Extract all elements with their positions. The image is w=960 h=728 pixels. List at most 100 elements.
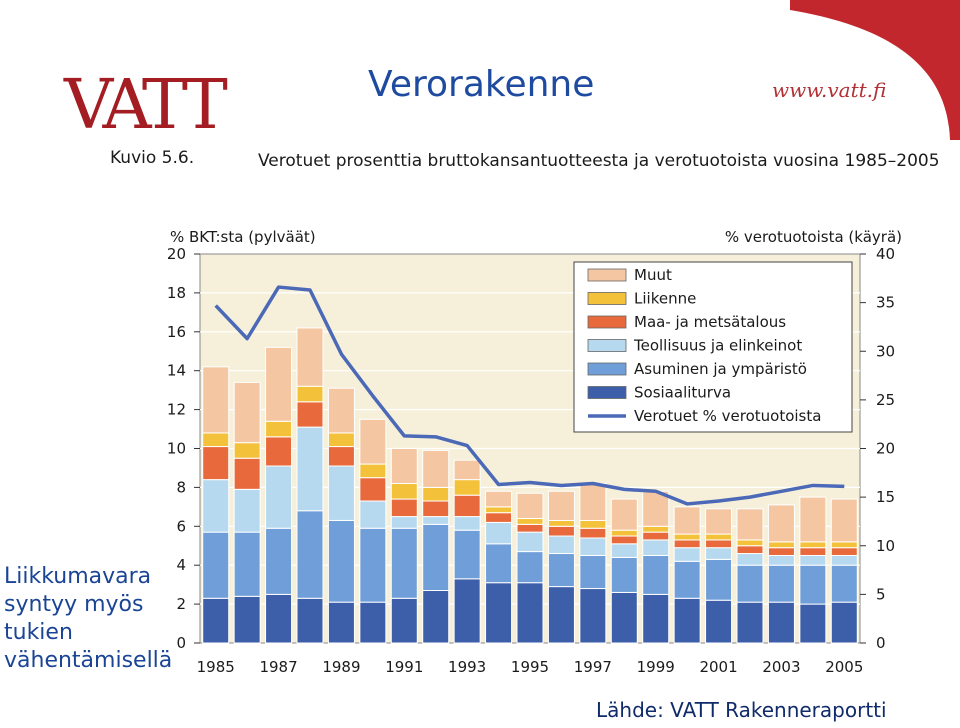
legend-swatch-muut — [587, 268, 627, 282]
bar-segment-maa-ja-mets-talous — [830, 547, 858, 556]
bar-segment-sosiaaliturva — [296, 597, 324, 644]
bar-segment-liikenne — [390, 483, 418, 500]
side-note-line: Liikkumavara — [4, 564, 152, 589]
bar-segment-liikenne — [359, 463, 387, 479]
bar-segment-asuminen-ja-ymp-rist — [610, 556, 638, 593]
x-tick-label: 1995 — [511, 658, 549, 676]
bar-segment-muut — [359, 418, 387, 465]
bar-segment-teollisuus-ja-elinkeinot — [705, 547, 733, 560]
bar-segment-sosiaaliturva — [233, 595, 261, 644]
bar-segment-sosiaaliturva — [705, 599, 733, 644]
bar-segment-teollisuus-ja-elinkeinot — [547, 535, 575, 555]
bar-segment-teollisuus-ja-elinkeinot — [673, 547, 701, 562]
y2-tick-label: 30 — [876, 342, 895, 360]
bar-segment-muut — [390, 448, 418, 485]
bar-segment-sosiaaliturva — [736, 601, 764, 644]
line-series-verotuet — [214, 285, 845, 506]
source-note: Lähde: VATT Rakenneraportti — [596, 698, 887, 722]
bar-segment-muut — [673, 506, 701, 535]
bar-segment-asuminen-ja-ymp-rist — [799, 564, 827, 605]
y-tick-label: 2 — [176, 595, 186, 613]
bar-segment-teollisuus-ja-elinkeinot — [233, 488, 261, 533]
bar-segment-maa-ja-mets-talous — [422, 500, 450, 518]
legend-label-asuminen-ja-ymp-rist: Asuminen ja ympäristö — [634, 360, 807, 378]
bar-segment-asuminen-ja-ymp-rist — [485, 543, 513, 584]
bar-segment-teollisuus-ja-elinkeinot — [422, 516, 450, 525]
bar-segment-maa-ja-mets-talous — [359, 477, 387, 502]
bar-segment-teollisuus-ja-elinkeinot — [485, 521, 513, 545]
legend-swatch-teollisuus-ja-elinkeinot — [587, 339, 627, 352]
bar-segment-liikenne — [799, 541, 827, 549]
bar-segment-liikenne — [830, 541, 858, 549]
bar-segment-liikenne — [296, 385, 324, 403]
bar-segment-liikenne — [422, 486, 450, 502]
x-tick-label: 1993 — [448, 658, 486, 676]
bar-segment-maa-ja-mets-talous — [265, 436, 293, 467]
bar-segment-teollisuus-ja-elinkeinot — [516, 531, 544, 553]
bar-segment-asuminen-ja-ymp-rist — [736, 564, 764, 603]
website-url: www.vatt.fi — [772, 78, 887, 102]
bar-segment-maa-ja-mets-talous — [642, 531, 670, 541]
bar-segment-asuminen-ja-ymp-rist — [390, 527, 418, 599]
y2-tick-label: 5 — [876, 585, 886, 603]
bar-segment-maa-ja-mets-talous — [233, 457, 261, 490]
bar-segment-maa-ja-mets-talous — [673, 539, 701, 549]
bar-segment-liikenne — [327, 432, 355, 448]
bar-segment-maa-ja-mets-talous — [296, 401, 324, 428]
legend-label-liikenne: Liikenne — [634, 290, 696, 308]
y-tick-label: 20 — [167, 245, 186, 263]
y2-tick-label: 20 — [876, 440, 895, 458]
y2-tick-label: 10 — [876, 537, 895, 555]
bar-segment-teollisuus-ja-elinkeinot — [830, 554, 858, 566]
bar-segment-asuminen-ja-ymp-rist — [359, 527, 387, 603]
left-axis-title: % BKT:sta (pylväät) — [170, 228, 316, 246]
bar-segment-muut — [233, 381, 261, 444]
side-note-line: vähentämisellä — [4, 648, 173, 673]
bar-segment-sosiaaliturva — [453, 578, 481, 644]
bar-segment-liikenne — [579, 519, 607, 529]
bar-segment-sosiaaliturva — [422, 589, 450, 644]
bar-segment-teollisuus-ja-elinkeinot — [642, 539, 670, 556]
x-tick-label: 1987 — [259, 658, 297, 676]
bar-segment-sosiaaliturva — [202, 597, 230, 644]
bar-segment-sosiaaliturva — [610, 591, 638, 644]
bar-segment-asuminen-ja-ymp-rist — [579, 554, 607, 590]
bar-segment-muut — [736, 508, 764, 541]
bar-segment-sosiaaliturva — [485, 582, 513, 644]
bar-segment-maa-ja-mets-talous — [799, 547, 827, 556]
bar-segment-teollisuus-ja-elinkeinot — [453, 516, 481, 531]
legend-swatch-liikenne — [587, 292, 627, 305]
bar-segment-maa-ja-mets-talous — [579, 527, 607, 539]
bar-segment-teollisuus-ja-elinkeinot — [359, 500, 387, 529]
bar-segment-muut — [830, 498, 858, 543]
bar-segment-teollisuus-ja-elinkeinot — [799, 554, 827, 566]
bar-segment-maa-ja-mets-talous — [485, 512, 513, 523]
bar-segment-maa-ja-mets-talous — [453, 494, 481, 518]
bar-segment-liikenne — [610, 529, 638, 537]
y-tick-label: 14 — [167, 362, 186, 380]
bar-segment-liikenne — [453, 479, 481, 496]
y-tick-label: 16 — [167, 323, 186, 341]
bar-segment-asuminen-ja-ymp-rist — [547, 553, 575, 588]
bar-segment-sosiaaliturva — [767, 601, 795, 644]
x-tick-label: 1997 — [574, 658, 612, 676]
bar-segment-liikenne — [673, 533, 701, 541]
bar-segment-liikenne — [767, 541, 795, 549]
bar-segment-maa-ja-mets-talous — [610, 535, 638, 545]
x-tick-label: 1985 — [197, 658, 235, 676]
bar-segment-sosiaaliturva — [673, 597, 701, 644]
bar-segment-sosiaaliturva — [579, 588, 607, 644]
y-tick-label: 8 — [176, 478, 186, 496]
legend-label-muut: Muut — [634, 266, 672, 284]
legend-swatch-sosiaaliturva — [587, 386, 627, 399]
y-tick-label: 0 — [176, 634, 186, 652]
side-note-line: tukien — [4, 620, 73, 645]
y-tick-label: 10 — [167, 440, 186, 458]
y-tick-label: 12 — [167, 401, 186, 419]
bar-segment-teollisuus-ja-elinkeinot — [265, 465, 293, 529]
legend-label-verotuet-verotuotoista: Verotuet % verotuotoista — [634, 407, 821, 425]
bar-segment-teollisuus-ja-elinkeinot — [327, 465, 355, 521]
bar-segment-liikenne — [485, 506, 513, 514]
bar-segment-muut — [610, 498, 638, 531]
bar-segment-teollisuus-ja-elinkeinot — [390, 516, 418, 529]
